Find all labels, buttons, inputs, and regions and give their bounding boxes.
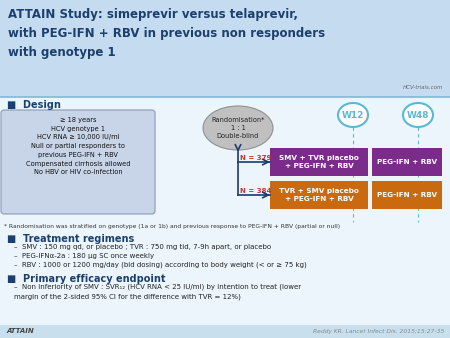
- Text: Reddy KR. Lancet Infect Dis. 2015;15:27-35: Reddy KR. Lancet Infect Dis. 2015;15:27-…: [313, 329, 444, 334]
- Text: ATTAIN Study: simeprevir versus telaprevir,: ATTAIN Study: simeprevir versus telaprev…: [8, 8, 298, 21]
- Text: –  Non inferiority of SMV : SVR₁₂ (HCV RNA < 25 IU/ml) by intention to treat (lo: – Non inferiority of SMV : SVR₁₂ (HCV RN…: [14, 284, 301, 299]
- Text: W48: W48: [407, 111, 429, 120]
- FancyBboxPatch shape: [372, 181, 442, 209]
- FancyBboxPatch shape: [0, 97, 450, 338]
- Text: with genotype 1: with genotype 1: [8, 46, 116, 59]
- Text: ■  Primary efficacy endpoint: ■ Primary efficacy endpoint: [7, 274, 166, 284]
- Text: ■  Design: ■ Design: [7, 100, 61, 110]
- FancyBboxPatch shape: [1, 110, 155, 214]
- Text: N = 379: N = 379: [240, 155, 271, 161]
- Text: –  RBV : 1000 or 1200 mg/day (bid dosing) according to body weight (< or ≥ 75 kg: – RBV : 1000 or 1200 mg/day (bid dosing)…: [14, 262, 307, 268]
- Ellipse shape: [338, 103, 368, 127]
- Text: HCV-trials.com: HCV-trials.com: [403, 85, 443, 90]
- FancyBboxPatch shape: [0, 0, 450, 97]
- Text: with PEG-IFN + RBV in previous non responders: with PEG-IFN + RBV in previous non respo…: [8, 27, 325, 40]
- FancyBboxPatch shape: [270, 181, 368, 209]
- FancyBboxPatch shape: [0, 325, 450, 338]
- Text: PEG-IFN + RBV: PEG-IFN + RBV: [377, 159, 437, 165]
- Text: –  PEG-IFNα-2a : 180 μg SC once weekly: – PEG-IFNα-2a : 180 μg SC once weekly: [14, 253, 154, 259]
- Ellipse shape: [403, 103, 433, 127]
- Text: –  SMV : 150 mg qd, or placebo ; TVR : 750 mg tid, 7-9h apart, or placebo: – SMV : 150 mg qd, or placebo ; TVR : 75…: [14, 244, 271, 250]
- Text: ATTAIN: ATTAIN: [6, 328, 34, 334]
- Text: SMV + TVR placebo
+ PEG-IFN + RBV: SMV + TVR placebo + PEG-IFN + RBV: [279, 155, 359, 169]
- Text: PEG-IFN + RBV: PEG-IFN + RBV: [377, 192, 437, 198]
- Text: ■  Treatment regimens: ■ Treatment regimens: [7, 234, 134, 244]
- Text: N = 384: N = 384: [240, 188, 271, 194]
- FancyBboxPatch shape: [372, 148, 442, 176]
- Ellipse shape: [203, 106, 273, 150]
- Text: Randomisation*
1 : 1
Double-blind: Randomisation* 1 : 1 Double-blind: [211, 117, 265, 140]
- Text: * Randomisation was stratified on genotype (1a or 1b) and previous response to P: * Randomisation was stratified on genoty…: [4, 224, 340, 229]
- Text: ≥ 18 years
HCV genotype 1
HCV RNA ≥ 10,000 IU/ml
Null or partial responders to
p: ≥ 18 years HCV genotype 1 HCV RNA ≥ 10,0…: [26, 117, 130, 175]
- FancyBboxPatch shape: [270, 148, 368, 176]
- Text: TVR + SMV placebo
+ PEG-IFN + RBV: TVR + SMV placebo + PEG-IFN + RBV: [279, 188, 359, 202]
- Text: W12: W12: [342, 111, 364, 120]
